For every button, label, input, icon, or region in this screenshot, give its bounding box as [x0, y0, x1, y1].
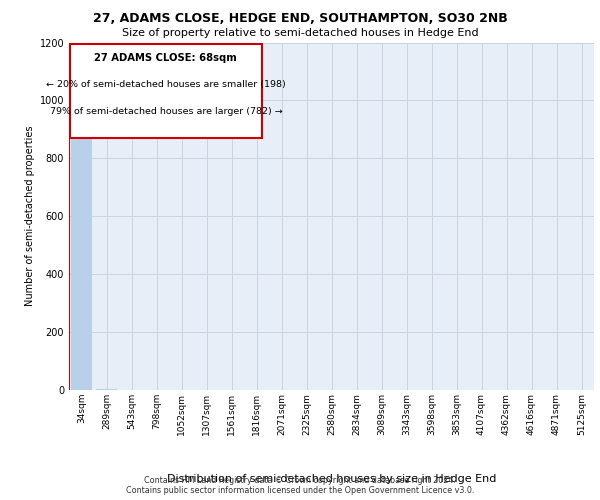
Bar: [71, 106, 92, 390]
Text: 27 ADAMS CLOSE: 68sqm: 27 ADAMS CLOSE: 68sqm: [95, 54, 237, 64]
Text: Size of property relative to semi-detached houses in Hedge End: Size of property relative to semi-detach…: [122, 28, 478, 38]
Text: ← 20% of semi-detached houses are smaller (198): ← 20% of semi-detached houses are smalle…: [46, 80, 286, 89]
Text: 79% of semi-detached houses are larger (782) →: 79% of semi-detached houses are larger (…: [49, 107, 282, 116]
X-axis label: Distribution of semi-detached houses by size in Hedge End: Distribution of semi-detached houses by …: [167, 474, 496, 484]
Text: Contains HM Land Registry data © Crown copyright and database right 2024.: Contains HM Land Registry data © Crown c…: [144, 476, 456, 485]
Text: Contains public sector information licensed under the Open Government Licence v3: Contains public sector information licen…: [126, 486, 474, 495]
Y-axis label: Number of semi-detached properties: Number of semi-detached properties: [25, 126, 35, 306]
Text: 27, ADAMS CLOSE, HEDGE END, SOUTHAMPTON, SO30 2NB: 27, ADAMS CLOSE, HEDGE END, SOUTHAMPTON,…: [92, 12, 508, 26]
FancyBboxPatch shape: [70, 44, 262, 138]
